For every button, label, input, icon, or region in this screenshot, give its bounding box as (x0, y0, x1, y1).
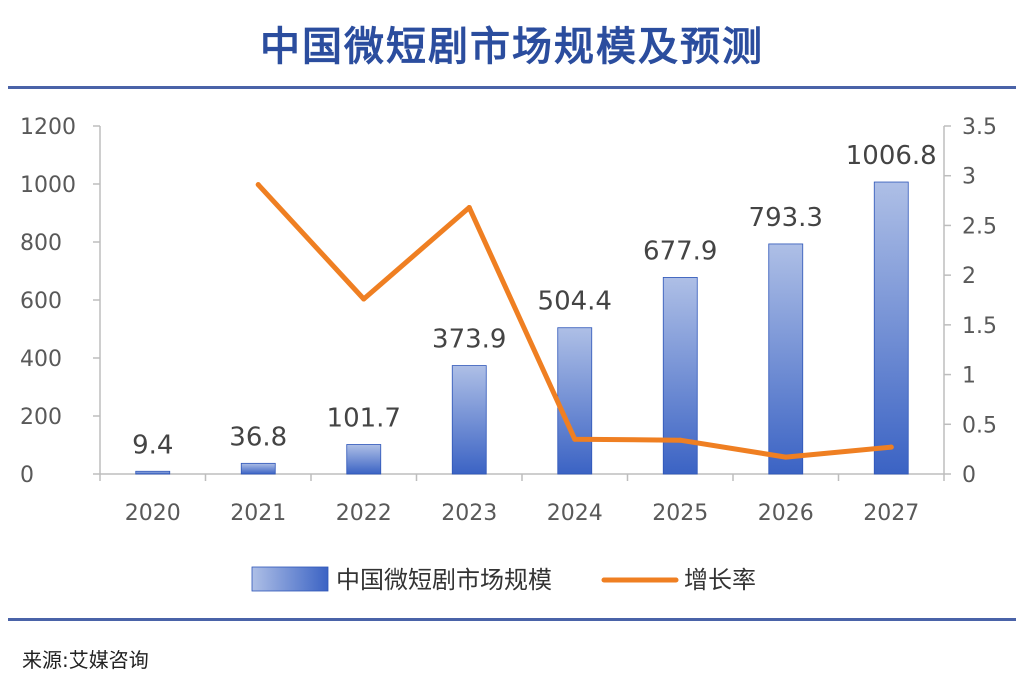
right-tick-label: 3 (962, 165, 976, 190)
bar-2026 (768, 243, 804, 475)
growth-rate-point (783, 454, 789, 460)
bar-data-label: 1006.8 (846, 141, 937, 171)
x-tick-label: 2020 (125, 501, 181, 526)
right-tick-label: 0 (962, 463, 976, 488)
left-tick-label: 1000 (20, 173, 76, 198)
left-tick-label: 200 (20, 405, 62, 430)
bar-2020 (135, 470, 171, 475)
right-tick-label: 2.5 (962, 214, 997, 239)
legend-label-bar: 中国微短剧市场规模 (336, 566, 552, 594)
left-tick-label: 0 (20, 463, 34, 488)
bar-data-label: 373.9 (432, 325, 506, 355)
bar-2027 (873, 181, 909, 475)
x-tick-label: 2023 (441, 501, 497, 526)
left-tick-label: 1200 (20, 115, 76, 140)
bar-2021 (240, 462, 276, 475)
bar-2023 (451, 365, 487, 475)
bottom-divider (8, 618, 1016, 621)
bar-2024 (557, 327, 593, 475)
growth-rate-point (677, 437, 683, 443)
x-tick-label: 2021 (230, 501, 286, 526)
left-tick-label: 400 (20, 347, 62, 372)
growth-rate-point (888, 444, 894, 450)
right-tick-label: 0.5 (962, 413, 997, 438)
left-tick-label: 800 (20, 231, 62, 256)
bar-data-label: 36.8 (229, 422, 287, 452)
growth-rate-point (361, 296, 367, 302)
growth-rate-point (466, 205, 472, 211)
right-tick-label: 1.5 (962, 314, 997, 339)
chart-title: 中国微短剧市场规模及预测 (260, 24, 764, 70)
bar-data-label: 677.9 (643, 236, 717, 266)
x-tick-label: 2025 (652, 501, 708, 526)
bar-data-label: 101.7 (327, 404, 401, 434)
x-tick-label: 2027 (863, 501, 919, 526)
top-divider (8, 86, 1016, 89)
legend-label-line: 增长率 (684, 566, 756, 594)
bar-2022 (346, 444, 382, 475)
x-tick-label: 2024 (547, 501, 603, 526)
chart-svg: 0 200 400 600 800 1000 1200 0 0.5 1 1.5 2 2.5 3 3.5 202… (20, 115, 997, 594)
left-tick-label: 600 (20, 289, 62, 314)
right-tick-label: 1 (962, 364, 976, 389)
growth-rate-point (572, 436, 578, 442)
bar-data-label: 504.4 (538, 287, 612, 317)
growth-rate-point (255, 182, 261, 188)
x-tick-label: 2026 (758, 501, 814, 526)
source-note: 来源:艾媒咨询 (22, 648, 149, 672)
right-tick-label: 2 (962, 264, 976, 289)
right-tick-label: 3.5 (962, 115, 997, 140)
bar-data-label: 793.3 (749, 203, 823, 233)
bar-data-label: 9.4 (132, 430, 173, 460)
x-tick-label: 2022 (336, 501, 392, 526)
legend-swatch-bar (251, 566, 329, 592)
